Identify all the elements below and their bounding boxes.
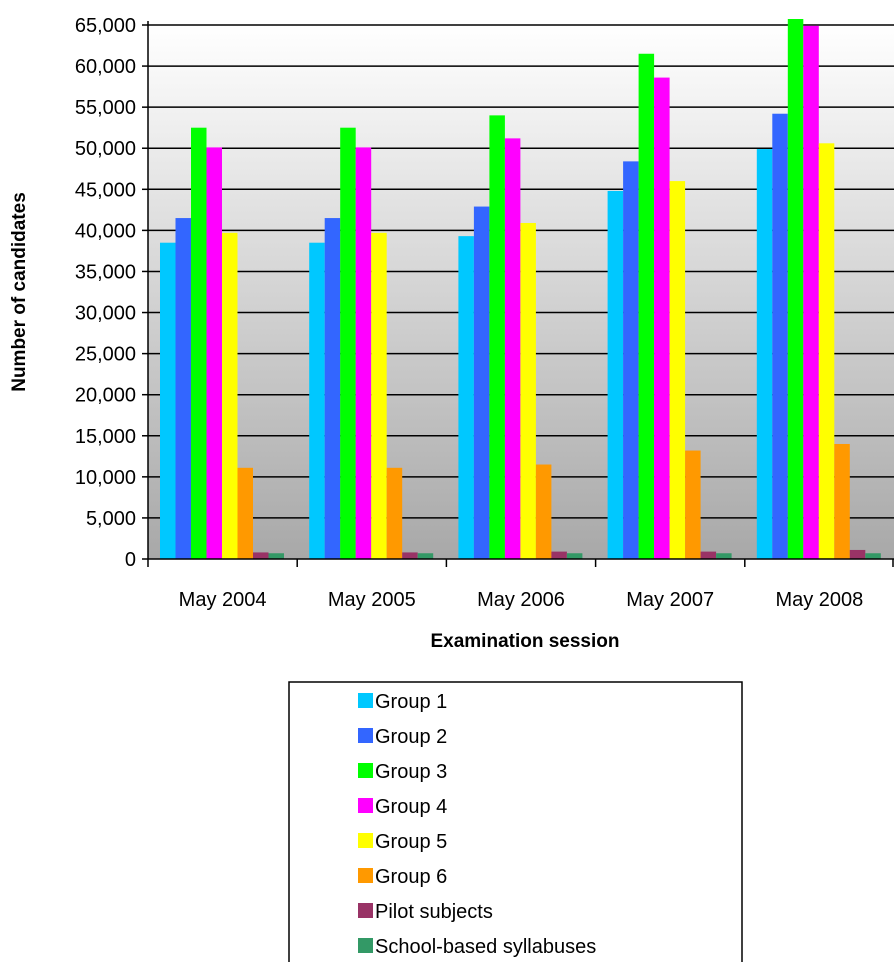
bar-group-2-1 [324,218,341,560]
legend-swatch [358,833,373,848]
legend-swatch [358,938,373,953]
y-tick-label: 20,000 [75,385,136,407]
bar-school-based-syllabuses-4 [865,553,881,559]
bar-pilot-subjects-4 [849,549,866,559]
y-tick-label: 35,000 [75,261,136,283]
bar-group-6-3 [685,450,701,559]
bar-pilot-subjects-1 [402,552,418,559]
x-tick-label: May 2008 [775,589,863,611]
y-tick-labels: 0 5,000 10,000 15,000 20,000 25,000 30,000 35,0… [75,15,136,571]
x-axis-title: Examination session [430,631,619,652]
bar-group-3-1 [340,127,356,559]
bar-school-based-syllabuses-1 [417,553,434,559]
bar-group-3-4 [787,19,804,559]
bar-school-based-syllabuses-0 [268,553,284,559]
legend-box [288,681,743,962]
legend-swatch [358,903,373,918]
legend-entry: Group 1 [375,691,447,713]
legend: Group 1 Group 2 Group 3 Group 4 Group 5 Group… [288,681,743,962]
bar-pilot-subjects-2 [551,551,567,559]
y-tick-label: 60,000 [75,56,136,78]
bar-group-1-0 [160,242,176,559]
bar-group-6-0 [237,467,253,559]
bar-school-based-syllabuses-2 [566,553,583,559]
axes [147,21,894,567]
bar-group-2-0 [175,218,191,560]
legend-entry: Group 6 [375,866,447,888]
y-tick-label: 10,000 [75,467,136,489]
x-tick-label: May 2004 [179,589,267,611]
bar-group-4-0 [206,147,222,559]
bar-group-5-3 [669,181,686,560]
bar-group-6-2 [535,464,552,559]
legend-swatch [358,798,373,813]
bar-group-4-1 [355,147,372,559]
bar-group-4-3 [654,77,670,559]
x-tick-label: May 2007 [626,589,714,611]
legend-entry: Group 2 [375,726,447,748]
y-tick-label: 5,000 [86,508,136,530]
bar-group-5-2 [520,222,536,559]
y-tick-label: 55,000 [75,97,136,119]
bar-group-6-4 [834,443,850,559]
bar-school-based-syllabuses-3 [716,553,732,559]
y-tick-label: 50,000 [75,138,136,160]
bar-pilot-subjects-3 [700,551,717,559]
legend-entry: Pilot subjects [375,901,493,923]
bar-group-1-3 [607,190,624,559]
legend-entry: School-based syllabuses [375,936,596,958]
bar-group-1-1 [309,242,325,559]
legend-swatch [358,728,373,743]
bar-group-4-2 [504,138,521,559]
x-tick-label: May 2006 [477,589,565,611]
y-tick-label: 45,000 [75,179,136,201]
bars [160,19,881,560]
bar-group-5-4 [818,143,835,559]
bar-group-3-3 [638,53,655,559]
legend-entry: Group 5 [375,831,447,853]
bar-group-1-4 [756,149,773,559]
bar-group-2-2 [473,206,490,559]
bar-group-6-1 [386,467,403,559]
y-tick-label: 30,000 [75,303,136,325]
bar-group-3-2 [489,115,505,559]
x-tick-labels: May 2004 May 2005 May 2006 May 2007 May 2008 [179,589,864,611]
y-axis-title: Number of candidates [9,192,30,392]
legend-swatch [358,693,373,708]
legend-swatch [358,763,373,778]
x-tick-label: May 2005 [328,589,416,611]
bar-group-4-4 [803,25,819,560]
bar-pilot-subjects-0 [253,552,269,559]
bar-group-2-4 [772,113,788,560]
bar-group-1-2 [458,236,474,560]
y-tick-label: 0 [125,549,136,571]
bar-group-2-3 [623,161,639,560]
y-tick-label: 15,000 [75,426,136,448]
y-tick-label: 65,000 [75,15,136,37]
y-tick-label: 40,000 [75,220,136,242]
legend-swatch [358,868,373,883]
bar-group-5-1 [371,232,387,559]
legend-entry: Group 4 [375,796,447,818]
bar-group-5-0 [222,232,238,559]
bar-group-3-0 [191,127,207,559]
y-tick-label: 25,000 [75,344,136,366]
legend-entry: Group 3 [375,761,447,783]
